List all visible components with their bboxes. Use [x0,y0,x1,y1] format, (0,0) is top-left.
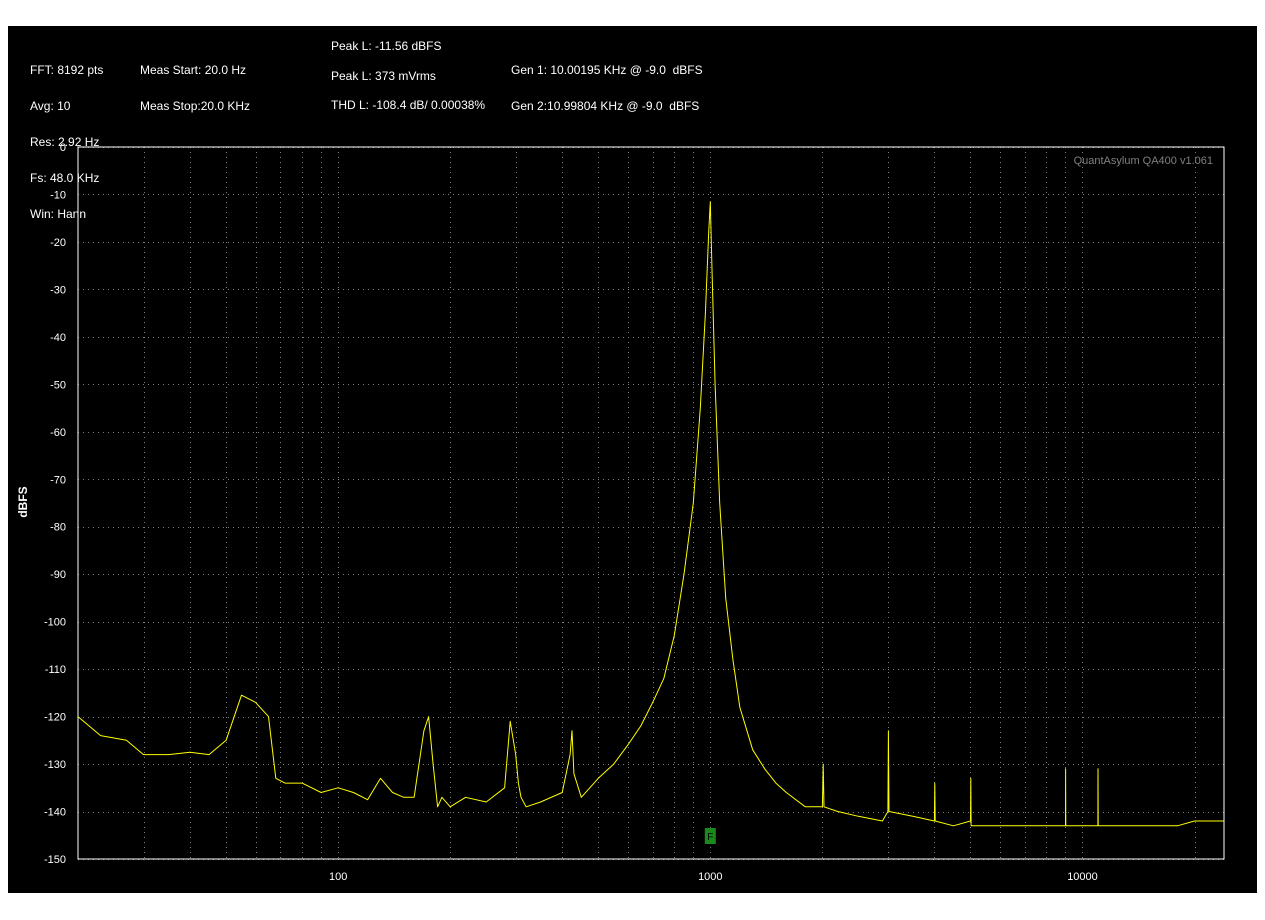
fft-points-text: FFT: 8192 pts [30,63,104,77]
averages-text: Avg: 10 [30,99,71,113]
watermark-text: QuantAsylum QA400 v1.061 [1074,155,1213,167]
y-axis-ticks: 0 -10 -20 -30 -40 -50 -60 -70 -80 -90 -100 -110 -120… [44,142,66,866]
y-tick-label: -50 [50,379,66,391]
spectrum-trace [77,201,1224,827]
y-tick-label: -110 [45,664,66,676]
generator-settings: Gen 1: 10.00195 KHz @ -9.0 dBFS Gen 2:10… [511,40,703,124]
resolution-text: Res: 2.92 Hz [30,135,100,149]
y-tick-label: 0 [60,142,66,154]
meas-start-text: Meas Start: 20.0 Hz [140,63,247,77]
y-tick-label: -30 [50,284,66,296]
x-tick-label: 10000 [1067,871,1098,883]
frequency-marker[interactable]: F [704,828,716,844]
y-tick-label: -20 [50,237,66,249]
x-tick-label: 1000 [698,871,722,883]
measure-range: Meas Start: 20.0 Hz Meas Stop:20.0 KHz [140,40,250,124]
y-tick-label: -150 [44,854,66,866]
y-tick-label: -70 [50,474,66,486]
fft-settings: FFT: 8192 pts Avg: 10 Res: 2.92 Hz Fs: 4… [30,40,103,232]
sample-rate-text: Fs: 48.0 KHz [30,171,100,185]
meas-stop-text: Meas Stop:20.0 KHz [140,99,251,113]
y-tick-label: -120 [44,712,66,724]
y-tick-label: -140 [44,807,66,819]
y-tick-label: -90 [50,569,66,581]
y-tick-label: -100 [44,617,66,629]
y-tick-label: -10 [50,189,66,201]
y-axis-label: dBFS [16,486,30,517]
marker-label: F [707,832,713,843]
y-tick-label: -40 [50,332,66,344]
plot-border [77,146,1225,860]
thd-text: THD L: -108.4 dB/ 0.00038% [331,98,486,112]
y-tick-label: -130 [44,759,66,771]
series-traces [77,201,1224,827]
y-tick-label: -80 [50,522,66,534]
window-text: Win: Hann [30,207,87,221]
y-tick-label: -60 [50,427,66,439]
peak-dbfs-text: Peak L: -11.56 dBFS [331,39,442,53]
grid [78,147,1224,860]
x-tick-label: 100 [329,871,347,883]
gen1-text: Gen 1: 10.00195 KHz @ -9.0 dBFS [511,63,703,77]
gen2-text: Gen 2:10.99804 KHz @ -9.0 dBFS [511,99,700,113]
peak-vrms-text: Peak L: 373 mVrms [331,69,436,83]
marker-box[interactable] [704,828,716,844]
x-axis-ticks: 100 1000 10000 [329,871,1098,883]
